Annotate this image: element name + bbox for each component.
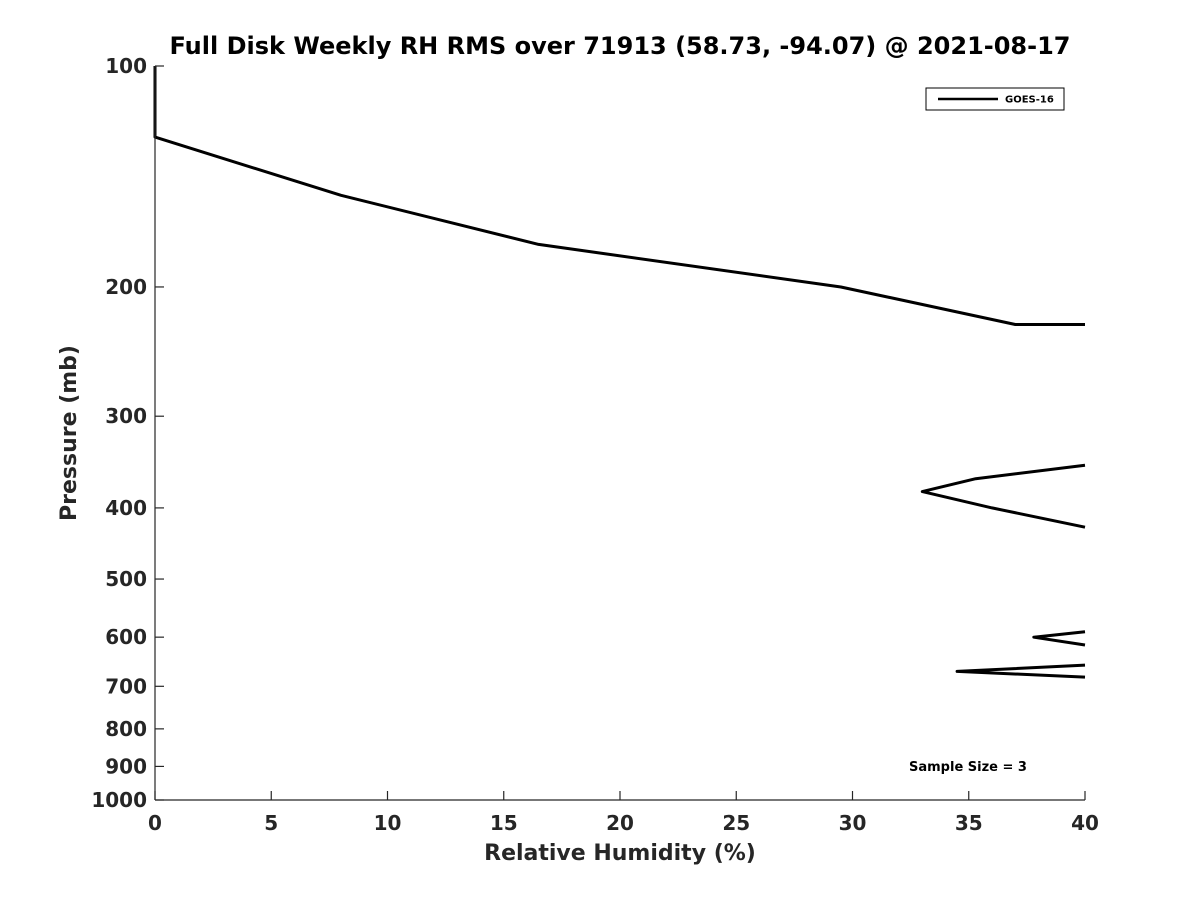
x-tick-label: 20 bbox=[606, 811, 634, 835]
x-tick-label: 0 bbox=[148, 811, 162, 835]
y-tick-label: 1000 bbox=[91, 788, 147, 812]
series-line-segment bbox=[955, 663, 1086, 679]
x-axis-label: Relative Humidity (%) bbox=[484, 841, 756, 866]
plot-lines bbox=[153, 66, 1086, 679]
y-tick-label: 900 bbox=[105, 754, 147, 778]
y-tick-label: 800 bbox=[105, 717, 147, 741]
x-tick-label: 40 bbox=[1071, 811, 1099, 835]
sample-size-annotation: Sample Size = 3 bbox=[909, 760, 1027, 775]
series-line-segment bbox=[1032, 630, 1086, 647]
series-line-segment bbox=[920, 463, 1086, 529]
x-tick-label: 25 bbox=[722, 811, 750, 835]
legend-label: GOES-16 bbox=[1005, 95, 1054, 106]
y-tick-label: 500 bbox=[105, 567, 147, 591]
y-tick-label: 200 bbox=[105, 275, 147, 299]
y-tick-label: 400 bbox=[105, 496, 147, 520]
y-tick-label: 100 bbox=[105, 54, 147, 78]
y-tick-label: 300 bbox=[105, 404, 147, 428]
x-tick-label: 30 bbox=[839, 811, 867, 835]
chart-title: Full Disk Weekly RH RMS over 71913 (58.7… bbox=[169, 32, 1070, 60]
y-axis-ticks: 100 200 300 400 500 600 700 800 900 1000 bbox=[91, 54, 164, 812]
legend: GOES-16 bbox=[925, 87, 1065, 111]
x-axis-ticks: 0 5 10 15 20 25 30 35 40 bbox=[148, 791, 1099, 835]
x-tick-label: 15 bbox=[490, 811, 518, 835]
y-tick-label: 700 bbox=[105, 674, 147, 698]
y-tick-label: 600 bbox=[105, 625, 147, 649]
x-tick-label: 5 bbox=[264, 811, 278, 835]
x-tick-label: 35 bbox=[955, 811, 983, 835]
y-axis-label: Pressure (mb) bbox=[57, 345, 82, 521]
x-tick-label: 10 bbox=[374, 811, 402, 835]
